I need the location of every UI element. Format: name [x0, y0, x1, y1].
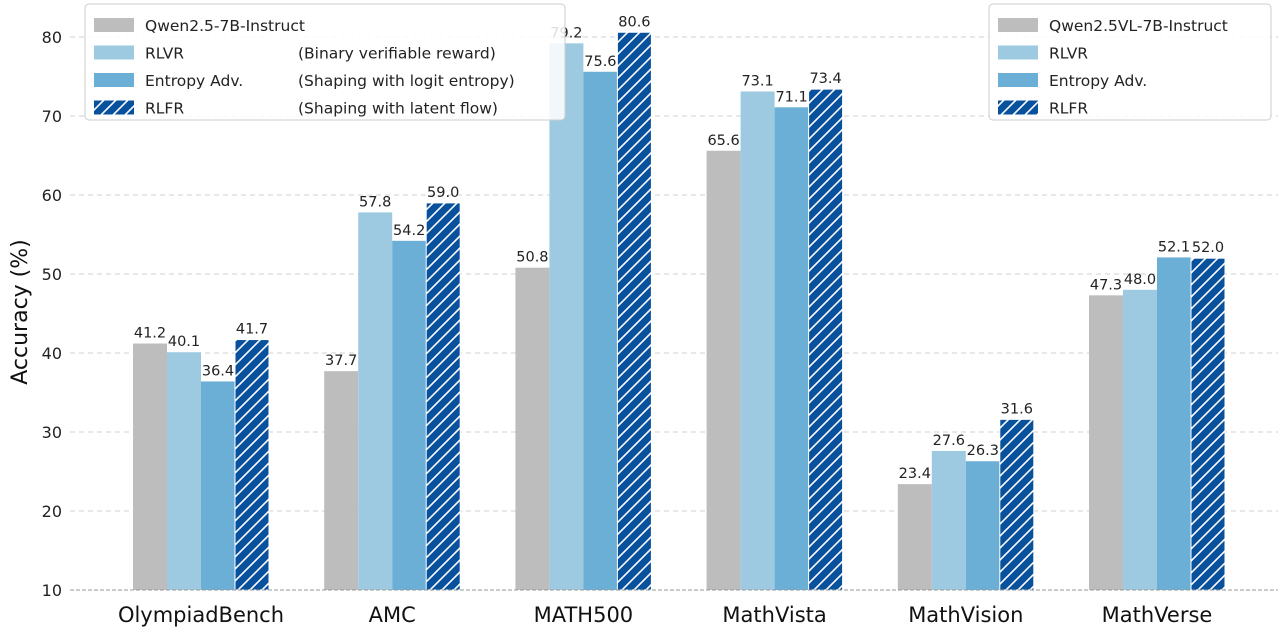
bar-mathvision-series-2: [965, 461, 1000, 590]
bar-mathvision-series-1: [931, 450, 966, 590]
value-label-mathvision-series-0: 23.4: [899, 466, 931, 482]
x-tick-label-math500: MATH500: [534, 603, 634, 627]
legend-right-swatch-1: [998, 45, 1038, 60]
value-label-mathvista-series-1: 73.1: [741, 74, 773, 90]
bar-mathvista-series-1: [740, 91, 775, 590]
legend-left-note-1: (Binary verifiable reward): [298, 45, 496, 63]
bar-olympiadbench-series-0: [133, 343, 167, 590]
bar-mathvision-series-0: [897, 484, 932, 590]
bar-mathverse-series-3: [1190, 257, 1226, 591]
legend-text-models: Qwen2.5-7B-Instruct RLVR (Binary verifiabl…: [84, 3, 566, 121]
legend-right-swatch-0: [998, 18, 1038, 32]
y-tick-label-80: 80: [42, 28, 62, 47]
y-tick-label-30: 30: [42, 423, 62, 442]
legend-right-label-3: RLFR: [1049, 100, 1088, 118]
bars: [133, 31, 1226, 591]
x-tick-label-mathvision: MathVision: [908, 603, 1023, 627]
y-tick-label-60: 60: [42, 186, 62, 205]
bar-olympiadbench-series-2: [201, 381, 235, 590]
bar-mathvista-series-3: [808, 88, 844, 591]
legend-left-swatch-1: [94, 45, 134, 60]
legend-left-label-0: Qwen2.5-7B-Instruct: [145, 17, 305, 35]
value-label-olympiadbench-series-3: 41.7: [236, 322, 268, 338]
bar-math500-series-1: [549, 43, 584, 590]
legend-left-swatch-2: [94, 73, 134, 87]
legend-left-label-2: Entropy Adv.: [145, 72, 243, 90]
legend-left-frame: [84, 3, 566, 121]
x-tick-label-mathvista: MathVista: [722, 603, 826, 627]
value-label-mathverse-series-2: 52.1: [1158, 239, 1190, 255]
value-label-amc-series-0: 37.7: [325, 353, 357, 369]
legend-right-label-1: RLVR: [1049, 45, 1088, 63]
y-tick-label-10: 10: [42, 581, 62, 600]
bar-amc-series-1: [358, 212, 393, 590]
y-tick-label-50: 50: [42, 265, 62, 284]
bar-mathverse-series-0: [1089, 295, 1123, 590]
bar-mathvista-series-2: [774, 107, 809, 590]
value-label-mathvista-series-0: 65.6: [707, 133, 739, 149]
bar-math500-series-2: [583, 71, 618, 590]
y-tick-label-70: 70: [42, 107, 62, 126]
value-label-amc-series-2: 54.2: [393, 223, 425, 239]
legend-right-swatch-3: [998, 100, 1038, 115]
bar-mathvista-series-0: [706, 150, 741, 590]
value-label-mathverse-series-3: 52.0: [1192, 240, 1224, 256]
bar-amc-series-3: [425, 202, 461, 591]
legend-left-swatch-0: [94, 18, 134, 32]
legend-vision-models: Qwen2.5VL-7B-Instruct RLVR Entropy Adv. RLF…: [988, 3, 1272, 121]
legend-left-label-3: RLFR: [145, 100, 184, 118]
value-label-olympiadbench-series-1: 40.1: [168, 334, 200, 350]
bar-olympiadbench-series-1: [167, 352, 201, 590]
y-tick-label-40: 40: [42, 344, 62, 363]
value-label-math500-series-0: 50.8: [516, 250, 548, 266]
bar-math500-series-0: [515, 267, 550, 590]
value-label-mathvista-series-2: 71.1: [775, 89, 807, 105]
value-label-mathverse-series-0: 47.3: [1090, 277, 1122, 293]
x-tick-label-olympiadbench: OlympiadBench: [118, 603, 284, 627]
value-label-olympiadbench-series-0: 41.2: [134, 326, 166, 342]
legend-left-swatch-3: [94, 100, 134, 115]
legend-right-label-0: Qwen2.5VL-7B-Instruct: [1049, 17, 1228, 35]
legend-right-frame: [988, 3, 1272, 121]
bar-math500-series-3: [616, 31, 652, 591]
bar-mathverse-series-1: [1123, 289, 1157, 590]
bar-mathvision-series-3: [999, 418, 1035, 591]
legend-left-note-3: (Shaping with latent flow): [298, 100, 498, 118]
value-label-mathvision-series-1: 27.6: [933, 433, 965, 449]
bar-olympiadbench-series-3: [234, 339, 270, 591]
value-label-mathverse-series-1: 48.0: [1124, 272, 1156, 288]
legend-left-label-1: RLVR: [145, 45, 184, 63]
value-label-amc-series-1: 57.8: [359, 194, 391, 210]
y-axis-title: Accuracy (%): [8, 239, 33, 385]
value-labels: 41.240.136.441.737.757.854.259.050.879.2…: [134, 14, 1224, 482]
bar-amc-series-0: [324, 371, 359, 590]
value-label-mathvista-series-3: 73.4: [809, 71, 841, 87]
y-tick-label-20: 20: [42, 502, 62, 521]
value-label-mathvision-series-2: 26.3: [967, 443, 999, 459]
value-label-olympiadbench-series-2: 36.4: [202, 363, 234, 379]
value-label-math500-series-2: 75.6: [584, 54, 616, 70]
bar-amc-series-2: [392, 240, 427, 590]
x-tick-label-amc: AMC: [369, 603, 416, 627]
axes: 10 20 30 40 50 60 70 80 OlympiadBench AMC MATH500 M…: [42, 28, 1278, 627]
value-label-amc-series-3: 59.0: [427, 185, 459, 201]
legend-left-note-2: (Shaping with logit entropy): [298, 72, 515, 90]
bar-mathverse-series-2: [1157, 257, 1191, 590]
x-tick-label-mathverse: MathVerse: [1102, 603, 1213, 627]
legend-right-swatch-2: [998, 73, 1038, 87]
legend-right-label-2: Entropy Adv.: [1049, 72, 1147, 90]
value-label-math500-series-3: 80.6: [618, 14, 650, 30]
value-label-mathvision-series-3: 31.6: [1001, 401, 1033, 417]
